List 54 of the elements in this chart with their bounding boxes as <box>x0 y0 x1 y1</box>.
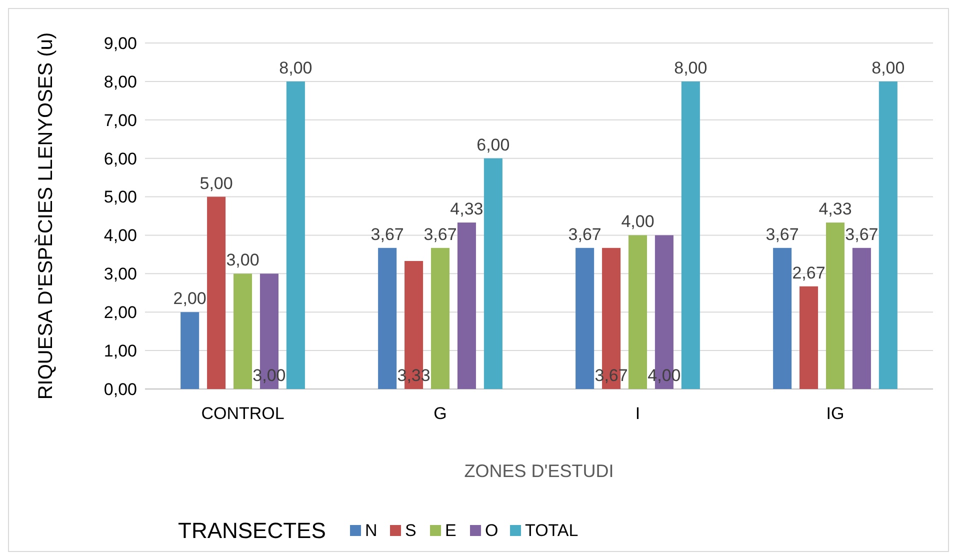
data-label: 3,67 <box>424 224 457 244</box>
y-tick-label: 0,00 <box>104 380 137 399</box>
bar <box>457 222 476 389</box>
legend-label: N <box>365 521 378 540</box>
y-tick-label: 5,00 <box>104 188 137 207</box>
legend-label: E <box>445 521 456 540</box>
data-label: 3,67 <box>845 224 878 244</box>
y-tick-label: 8,00 <box>104 72 137 92</box>
bar <box>826 222 845 389</box>
bar <box>180 312 200 389</box>
y-tick-label: 3,00 <box>104 264 137 284</box>
data-label: 6,00 <box>476 135 510 154</box>
data-label: 3,67 <box>766 224 799 244</box>
data-label: 3,67 <box>568 224 602 244</box>
data-label: 8,00 <box>279 58 312 78</box>
legend-label: O <box>485 521 498 540</box>
y-tick-label: 7,00 <box>104 110 137 130</box>
y-tick-label: 4,00 <box>104 226 137 246</box>
bar <box>484 158 502 389</box>
y-tick-label: 1,00 <box>104 342 137 361</box>
bar <box>207 196 226 389</box>
y-tick-label: 2,00 <box>104 303 137 322</box>
x-tick-label: G <box>434 404 447 423</box>
y-tick-label: 9,00 <box>104 34 137 53</box>
x-tick-label: IG <box>826 404 844 423</box>
bar <box>628 235 648 389</box>
legend-title: TRANSECTES <box>178 518 326 543</box>
bar <box>773 248 792 389</box>
data-label: 3,67 <box>370 224 404 244</box>
bar <box>878 81 898 389</box>
bar <box>233 274 252 389</box>
x-tick-label: I <box>635 404 640 423</box>
data-label: 4,33 <box>818 200 852 219</box>
data-label: 8,00 <box>674 58 708 78</box>
data-label: 5,00 <box>200 174 233 193</box>
bar <box>378 248 397 389</box>
bar <box>681 81 700 389</box>
bar <box>852 248 871 389</box>
y-tick-label: 6,00 <box>104 149 137 168</box>
data-label: 2,67 <box>792 263 826 282</box>
x-tick-label: CONTROL <box>201 404 284 423</box>
data-label: 2,00 <box>173 289 206 308</box>
y-axis-title: RIQUESA D'ESPÈCIES LLENYOSES (u) <box>34 32 57 400</box>
x-axis-title: ZONES D'ESTUDI <box>464 461 614 481</box>
bar <box>430 248 450 389</box>
data-label: 4,33 <box>450 200 484 219</box>
data-label: 3,00 <box>226 250 260 270</box>
data-label: 4,00 <box>621 212 654 232</box>
data-label: 8,00 <box>872 58 905 78</box>
bar <box>800 286 818 389</box>
bar <box>576 248 594 389</box>
legend-label: TOTAL <box>525 521 578 540</box>
legend-label: S <box>405 521 416 540</box>
bar <box>286 81 305 389</box>
